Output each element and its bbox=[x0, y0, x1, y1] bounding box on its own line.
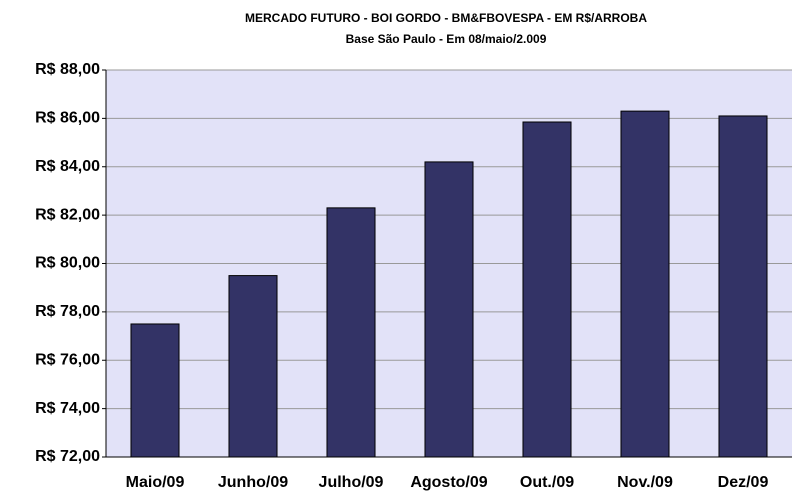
x-tick-label: Agosto/09 bbox=[410, 474, 487, 491]
y-tick-label: R$ 86,00 bbox=[35, 110, 100, 127]
bar bbox=[424, 161, 474, 458]
bar bbox=[228, 275, 278, 458]
x-tick-label: Nov./09 bbox=[617, 474, 673, 491]
y-tick-label: R$ 88,00 bbox=[35, 61, 100, 78]
bar bbox=[522, 121, 572, 458]
y-tick-label: R$ 76,00 bbox=[35, 351, 100, 368]
y-tick-label: R$ 74,00 bbox=[35, 400, 100, 417]
bar bbox=[620, 110, 670, 458]
chart-title: MERCADO FUTURO - BOI GORDO - BM&FBOVESPA… bbox=[245, 11, 647, 25]
x-tick-label: Julho/09 bbox=[319, 474, 384, 491]
bar bbox=[326, 207, 376, 458]
y-tick-label: R$ 82,00 bbox=[35, 206, 100, 223]
chart-subtitle: Base São Paulo - Em 08/maio/2.009 bbox=[346, 32, 547, 46]
x-tick-label: Junho/09 bbox=[218, 474, 288, 491]
y-tick-label: R$ 80,00 bbox=[35, 255, 100, 272]
y-tick-label: R$ 84,00 bbox=[35, 158, 100, 175]
x-tick-label: Dez/09 bbox=[718, 474, 769, 491]
x-tick-label: Maio/09 bbox=[126, 474, 185, 491]
bar bbox=[130, 323, 180, 458]
y-tick-label: R$ 78,00 bbox=[35, 303, 100, 320]
bar bbox=[718, 115, 768, 458]
y-tick-label: R$ 72,00 bbox=[35, 448, 100, 465]
x-tick-label: Out./09 bbox=[520, 474, 574, 491]
